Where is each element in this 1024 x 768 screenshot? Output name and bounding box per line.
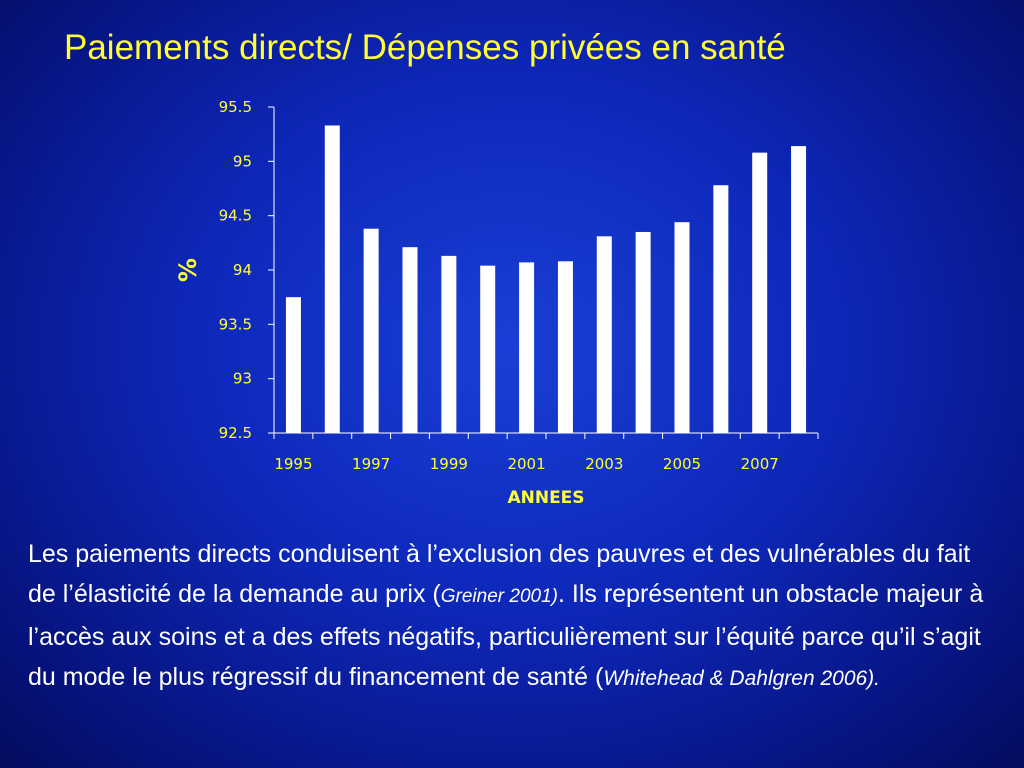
slide-title: Paiements directs/ Dépenses privées en s…	[64, 28, 786, 67]
x-axis-title: ANNEES	[507, 488, 584, 508]
y-tick-label: 92.5	[219, 424, 252, 442]
bar-1995	[285, 297, 301, 433]
y-tick-label: 93	[233, 370, 252, 388]
bar-2005	[674, 222, 690, 433]
citation-open-paren-2: (	[595, 663, 604, 691]
bar-2000	[480, 265, 496, 433]
x-tick-label: 1999	[430, 455, 468, 473]
bar-2002	[557, 261, 573, 433]
bar-2007	[752, 152, 768, 433]
y-tick-label: 94	[233, 261, 252, 279]
body-text-part2: . Ils représentent un obstacle majeur à …	[28, 580, 984, 691]
citation-greiner: Greiner 2001)	[440, 586, 558, 607]
bar-1997	[363, 228, 379, 433]
x-tick-label: 2005	[663, 455, 701, 473]
x-tick-label: 2007	[741, 455, 779, 473]
x-tick-label: 1995	[274, 455, 312, 473]
bar-2006	[713, 185, 729, 433]
bar-1998	[402, 247, 418, 433]
y-tick-label: 95	[233, 152, 252, 170]
x-tick-label: 1997	[352, 455, 390, 473]
y-tick-label: 94.5	[219, 207, 252, 225]
bar-2008	[791, 146, 807, 433]
bar-chart: 92.5 93 93.5 94 94.5 95 95.5 1995 1997 1999 2001 2…	[174, 98, 819, 508]
body-paragraph: Les paiements directs conduisent à l’exc…	[28, 534, 1003, 699]
y-axis: 92.5 93 93.5 94 94.5 95 95.5	[219, 98, 275, 442]
body-text-part1: Les paiements directs conduisent à l’exc…	[28, 540, 971, 608]
y-axis-title: %	[174, 258, 202, 282]
x-tick-label: 2003	[585, 455, 623, 473]
citation-open-paren: (	[432, 580, 441, 608]
bar-1996	[324, 125, 340, 434]
bar-series	[285, 125, 807, 434]
citation-whitehead: Whitehead & Dahlgren 2006).	[603, 667, 881, 690]
x-tick-label: 2001	[507, 455, 545, 473]
bar-2004	[635, 231, 651, 433]
y-tick-label: 95.5	[219, 98, 252, 116]
bar-2001	[519, 262, 535, 433]
bar-1999	[441, 255, 457, 433]
bar-2003	[596, 236, 612, 433]
x-axis: 1995 1997 1999 2001 2003 2005 2007	[273, 432, 819, 473]
y-tick-label: 93.5	[219, 315, 252, 333]
